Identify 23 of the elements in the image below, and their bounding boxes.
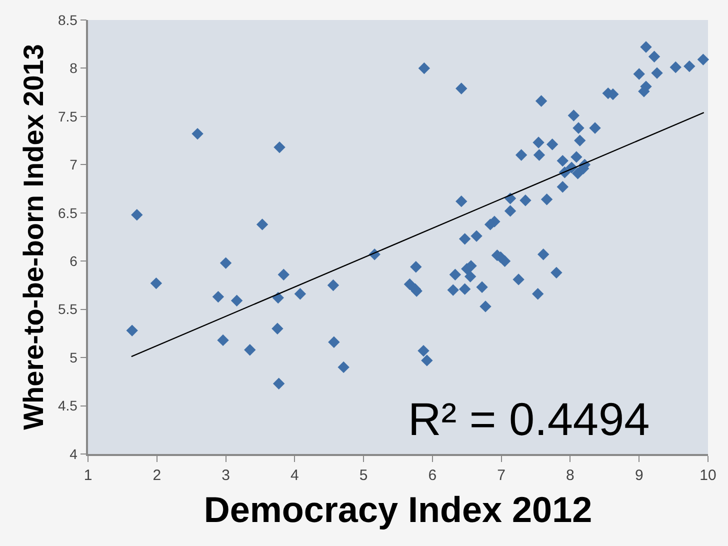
x-tick-label: 5: [359, 466, 368, 484]
annotation: R² = 0.4494: [408, 393, 650, 445]
y-tick-label: 7.5: [58, 108, 78, 124]
x-tick-label: 3: [222, 466, 230, 484]
x-tick-label: 10: [700, 466, 716, 484]
x-tick-label: 1: [84, 466, 92, 484]
x-axis-title: Democracy Index 2012: [204, 488, 592, 530]
y-tick-label: 5.5: [58, 301, 78, 318]
y-tick-label: 5: [70, 349, 78, 366]
y-tick-label: 4: [70, 446, 78, 462]
y-tick-label: 8: [70, 60, 78, 76]
y-tick-label: 7: [70, 156, 78, 173]
y-tick-label: 8.5: [58, 12, 78, 28]
x-tick-label: 8: [566, 466, 574, 484]
y-tick-label: 4.5: [58, 398, 78, 414]
x-tick-label: 4: [290, 466, 299, 484]
x-tick-label: 7: [497, 466, 506, 484]
y-tick-label: 6.5: [58, 204, 78, 221]
y-tick-label: 6: [70, 253, 78, 270]
y-axis-title: Where-to-be-born Index 2013: [18, 44, 50, 430]
x-tick-label: 6: [428, 466, 437, 484]
x-tick-label: 2: [152, 466, 162, 484]
x-tick-label: 9: [634, 466, 644, 484]
